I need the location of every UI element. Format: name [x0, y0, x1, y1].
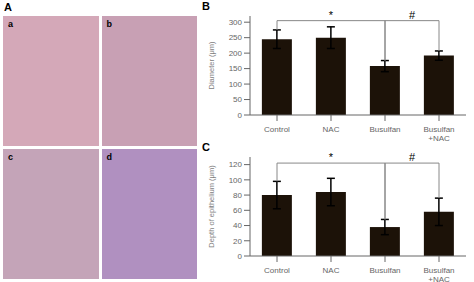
svg-text:Busulfan: Busulfan: [369, 125, 400, 134]
svg-text:#: #: [409, 9, 416, 21]
svg-text:Control: Control: [264, 266, 290, 275]
svg-text:#: #: [409, 151, 416, 163]
svg-text:Busulfan+NAC: Busulfan+NAC: [423, 125, 454, 141]
svg-text:NAC: NAC: [323, 125, 340, 134]
svg-text:Busulfan: Busulfan: [369, 266, 400, 275]
html-text:a: a: [8, 19, 13, 29]
svg-text:60: 60: [233, 206, 242, 215]
svg-text:*: *: [329, 151, 334, 163]
html-text:c: c: [8, 152, 13, 162]
svg-text:Busulfan+NAC: Busulfan+NAC: [423, 266, 454, 282]
html-text:b: b: [106, 19, 112, 29]
svg-text:200: 200: [229, 49, 243, 58]
svg-text:100: 100: [229, 80, 243, 89]
html-text:d: d: [106, 152, 112, 162]
html-text:A: A: [4, 1, 12, 13]
svg-text:80: 80: [233, 191, 242, 200]
svg-text:0: 0: [238, 111, 243, 120]
svg-text:250: 250: [229, 33, 243, 42]
svg-text:NAC: NAC: [323, 266, 340, 275]
svg-text:100: 100: [229, 176, 243, 185]
html-text:C: C: [202, 141, 210, 153]
html-text:B: B: [202, 0, 210, 12]
svg-text:50: 50: [233, 95, 242, 104]
svg-text:40: 40: [233, 221, 242, 230]
svg-text:Diameter (μm): Diameter (μm): [207, 41, 216, 90]
svg-text:150: 150: [229, 64, 243, 73]
svg-text:300: 300: [229, 18, 243, 27]
svg-text:120: 120: [229, 160, 243, 169]
svg-text:0: 0: [238, 252, 243, 261]
svg-text:Depth of epithelium (μm): Depth of epithelium (μm): [207, 165, 216, 248]
svg-text:Control: Control: [264, 125, 290, 134]
svg-text:20: 20: [233, 237, 242, 246]
svg-text:*: *: [329, 9, 334, 21]
